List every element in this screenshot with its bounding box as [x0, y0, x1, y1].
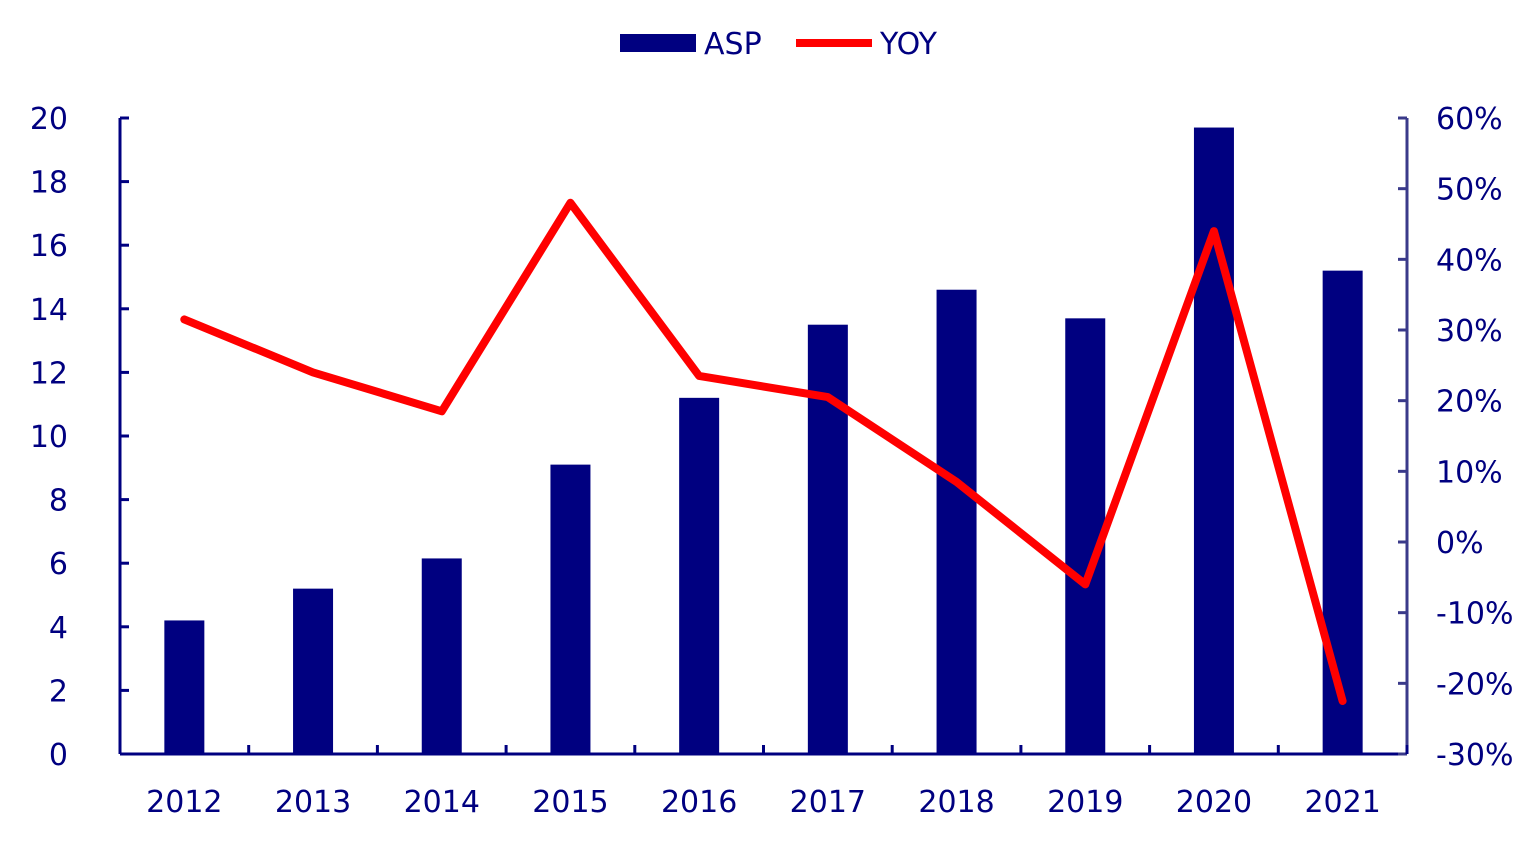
yoy-point-2019 — [1083, 582, 1088, 587]
bar-asp-2012 — [164, 620, 205, 754]
bar-asp-2017 — [807, 324, 848, 754]
yoy-line — [180, 198, 1347, 705]
bar-asp-2016 — [679, 397, 720, 754]
left-tick-label: 12 — [30, 356, 68, 391]
left-tick-label: 8 — [49, 484, 68, 519]
left-tick-label: 4 — [49, 611, 68, 646]
left-tick-label: 6 — [49, 547, 68, 582]
right-tick-label: -10% — [1436, 597, 1514, 632]
x-axis-ticks: 2012 2013 2014 2015 2016 2017 2018 2019 2020 2021 — [118, 745, 1409, 820]
left-tick-label: 20 — [30, 102, 68, 137]
right-axis-ticks: -30% -20% -10% 0% 10% 20% 30% 40% 50% 60% — [1398, 102, 1514, 773]
right-tick-label: 0% — [1436, 526, 1484, 561]
right-tick-label: 50% — [1436, 173, 1503, 208]
right-tick-label: 10% — [1436, 455, 1503, 490]
right-tick-label: -30% — [1436, 738, 1514, 773]
yoy-point-2017 — [825, 395, 830, 400]
left-tick-label: 16 — [30, 229, 68, 264]
bar-asp-2019 — [1065, 318, 1106, 754]
yoy-point-2018 — [954, 479, 959, 484]
x-tick-label-2018: 2018 — [918, 785, 994, 820]
yoy-point-2020 — [1211, 229, 1216, 234]
legend: ASP YOY — [620, 27, 938, 62]
right-tick-label: 20% — [1436, 385, 1503, 420]
yoy-point-2016 — [697, 373, 702, 378]
left-tick-label: 0 — [49, 738, 68, 773]
legend-swatch-asp — [620, 34, 696, 52]
asp-bars — [164, 127, 1363, 755]
yoy-point-2013 — [311, 370, 316, 375]
left-tick-label: 2 — [49, 674, 68, 709]
x-tick-label-2019: 2019 — [1047, 785, 1123, 820]
left-tick-label: 14 — [30, 293, 68, 328]
x-tick-label-2014: 2014 — [404, 785, 480, 820]
legend-label-yoy: YOY — [879, 27, 938, 62]
yoy-point-2015 — [568, 200, 573, 205]
x-tick-label-2016: 2016 — [661, 785, 737, 820]
legend-label-asp: ASP — [704, 27, 762, 62]
right-tick-label: -20% — [1436, 667, 1514, 702]
left-tick-label: 10 — [30, 420, 68, 455]
bar-asp-2015 — [550, 464, 591, 754]
x-tick-label-2012: 2012 — [146, 785, 222, 820]
yoy-line-series — [180, 198, 1347, 705]
bar-asp-2021 — [1322, 270, 1363, 754]
yoy-point-2014 — [439, 409, 444, 414]
right-tick-label: 30% — [1436, 314, 1503, 349]
x-tick-label-2020: 2020 — [1176, 785, 1252, 820]
x-tick-label-2017: 2017 — [790, 785, 866, 820]
x-tick-label-2015: 2015 — [532, 785, 608, 820]
bar-asp-2020 — [1193, 127, 1234, 755]
x-tick-label-2021: 2021 — [1304, 785, 1380, 820]
bar-asp-2018 — [936, 289, 977, 754]
right-tick-label: 60% — [1436, 102, 1503, 137]
bar-asp-2013 — [293, 588, 334, 754]
left-axis-ticks: 0 2 4 6 8 10 12 14 16 18 20 — [30, 102, 129, 773]
x-tick-label-2013: 2013 — [275, 785, 351, 820]
yoy-point-2021 — [1340, 699, 1345, 703]
left-tick-label: 18 — [30, 166, 68, 201]
yoy-point-2012 — [182, 317, 187, 322]
bar-asp-2014 — [421, 558, 462, 754]
right-tick-label: 40% — [1436, 243, 1503, 278]
